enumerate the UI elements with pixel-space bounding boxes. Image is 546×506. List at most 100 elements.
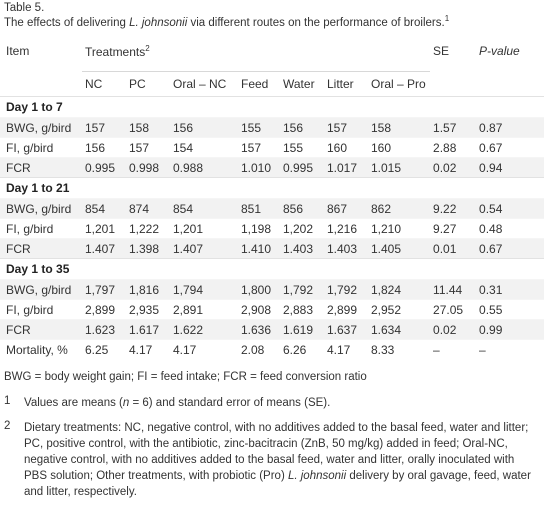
row-value: 2,899 xyxy=(82,299,126,320)
row-value: 156 xyxy=(170,117,238,138)
row-value: 1.398 xyxy=(126,238,170,259)
row-value: 1.017 xyxy=(324,157,368,178)
row-value: 1,792 xyxy=(324,279,368,300)
row-value: 155 xyxy=(238,117,280,138)
section-heading-row: Day 1 to 21 xyxy=(0,177,545,199)
row-se: 1.57 xyxy=(430,117,477,138)
row-p-value: 0.99 xyxy=(476,319,545,340)
row-p-value: 0.67 xyxy=(476,238,545,259)
table-row: FCR 1.623 1.617 1.622 1.636 1.619 1.637 1.634 0.… xyxy=(0,319,545,340)
row-value: 2,899 xyxy=(324,299,368,320)
row-p-value: 0.48 xyxy=(476,218,545,239)
header-p-value: P-value xyxy=(479,44,520,58)
row-value: 1,201 xyxy=(170,218,238,239)
row-value: 1,800 xyxy=(238,279,280,300)
row-se: 9.22 xyxy=(430,198,477,219)
table-number: Table 5. xyxy=(4,2,45,14)
row-item: FCR xyxy=(0,238,82,259)
row-value: 157 xyxy=(126,137,170,158)
header-treatment-column: Litter xyxy=(324,71,368,97)
row-item: FI, g/bird xyxy=(0,299,82,320)
row-se: 2.88 xyxy=(430,137,477,158)
table-row: FI, g/bird 1,201 1,222 1,201 1,198 1,202 1,216… xyxy=(0,218,545,239)
row-value: 1.410 xyxy=(238,238,280,259)
row-value: 2,883 xyxy=(280,299,324,320)
row-value: 4.17 xyxy=(170,339,238,359)
row-p-value: 0.87 xyxy=(476,117,545,138)
row-value: 1.617 xyxy=(126,319,170,340)
results-table: Item Treatments2 SE P-value NC PC Oral – N… xyxy=(0,38,545,359)
row-item: FCR xyxy=(0,157,82,178)
table-row: FI, g/bird 156 157 154 157 155 160 160 2.88 0.67 xyxy=(0,137,545,158)
table-row: BWG, g/bird 854 874 854 851 856 867 862 9.22 0.54 xyxy=(0,198,545,219)
row-value: 2,908 xyxy=(238,299,280,320)
row-value: 6.25 xyxy=(82,339,126,359)
row-value: 1.407 xyxy=(170,238,238,259)
row-p-value: 0.54 xyxy=(476,198,545,219)
section-heading: Day 1 to 21 xyxy=(0,177,545,199)
row-value: 155 xyxy=(280,137,324,158)
row-se: 11.44 xyxy=(430,279,477,300)
row-value: 1.403 xyxy=(324,238,368,259)
row-value: 862 xyxy=(368,198,431,219)
header-treatment-column: Oral – NC xyxy=(170,71,238,97)
row-value: 1,792 xyxy=(280,279,324,300)
table-row: BWG, g/bird 1,797 1,816 1,794 1,800 1,792 1,79… xyxy=(0,279,545,300)
row-value: 2,952 xyxy=(368,299,431,320)
row-value: 1,824 xyxy=(368,279,431,300)
row-value: 1,198 xyxy=(238,218,280,239)
row-item: FI, g/bird xyxy=(0,137,82,158)
row-value: 1.405 xyxy=(368,238,431,259)
caption-species: L. johnsonii xyxy=(129,16,188,29)
row-item: BWG, g/bird xyxy=(0,198,82,219)
row-value: 158 xyxy=(126,117,170,138)
table-caption: The effects of delivering L. johnsonii v… xyxy=(4,14,450,29)
row-se: 0.01 xyxy=(430,238,477,259)
table-row: Mortality, % 6.25 4.17 4.17 2.08 6.26 4.17 8.33… xyxy=(0,339,545,359)
row-se: 27.05 xyxy=(430,299,477,320)
table-row: FCR 1.407 1.398 1.407 1.410 1.403 1.403 1.405 0.… xyxy=(0,238,545,259)
row-value: 156 xyxy=(280,117,324,138)
row-item: Mortality, % xyxy=(0,339,82,359)
section-heading-row: Day 1 to 7 xyxy=(0,96,545,118)
table-row: FCR 0.995 0.998 0.988 1.010 0.995 1.017 1.015 0.… xyxy=(0,157,545,178)
row-value: 1.622 xyxy=(170,319,238,340)
header-treatment-column: PC xyxy=(126,71,170,97)
row-value: 1.407 xyxy=(82,238,126,259)
row-value: 1.623 xyxy=(82,319,126,340)
row-p-value: 0.31 xyxy=(476,279,545,300)
header-row-groups: Item Treatments2 SE P-value xyxy=(0,38,544,72)
table-row: BWG, g/bird 157 158 156 155 156 157 158 1.57 0.87 xyxy=(0,117,545,138)
row-value: 854 xyxy=(170,198,238,219)
row-value: 8.33 xyxy=(368,339,431,359)
row-p-value: 0.94 xyxy=(476,157,545,178)
row-value: 157 xyxy=(82,117,126,138)
header-treatments: Treatments2 xyxy=(85,44,150,59)
row-value: 1,222 xyxy=(126,218,170,239)
section-heading: Day 1 to 35 xyxy=(0,258,545,280)
row-value: 158 xyxy=(368,117,431,138)
row-value: 856 xyxy=(280,198,324,219)
row-value: 1,216 xyxy=(324,218,368,239)
row-value: 4.17 xyxy=(324,339,368,359)
row-value: 1,794 xyxy=(170,279,238,300)
header-treatment-column: Feed xyxy=(238,71,280,97)
section-heading-row: Day 1 to 35 xyxy=(0,258,545,280)
row-p-value: – xyxy=(476,339,545,359)
row-value: 160 xyxy=(368,137,431,158)
row-item: FI, g/bird xyxy=(0,218,82,239)
header-blank xyxy=(430,72,476,97)
row-se: 0.02 xyxy=(430,157,477,178)
row-value: 160 xyxy=(324,137,368,158)
row-se: 9.27 xyxy=(430,218,477,239)
row-value: 867 xyxy=(324,198,368,219)
row-value: 851 xyxy=(238,198,280,219)
row-p-value: 0.55 xyxy=(476,299,545,320)
row-value: 2.08 xyxy=(238,339,280,359)
row-p-value: 0.67 xyxy=(476,137,545,158)
row-value: 2,935 xyxy=(126,299,170,320)
row-item: FCR xyxy=(0,319,82,340)
header-row-columns: NC PC Oral – NC Feed Water Litter Oral – Pro xyxy=(0,71,544,97)
row-value: 0.998 xyxy=(126,157,170,178)
row-value: 4.17 xyxy=(126,339,170,359)
